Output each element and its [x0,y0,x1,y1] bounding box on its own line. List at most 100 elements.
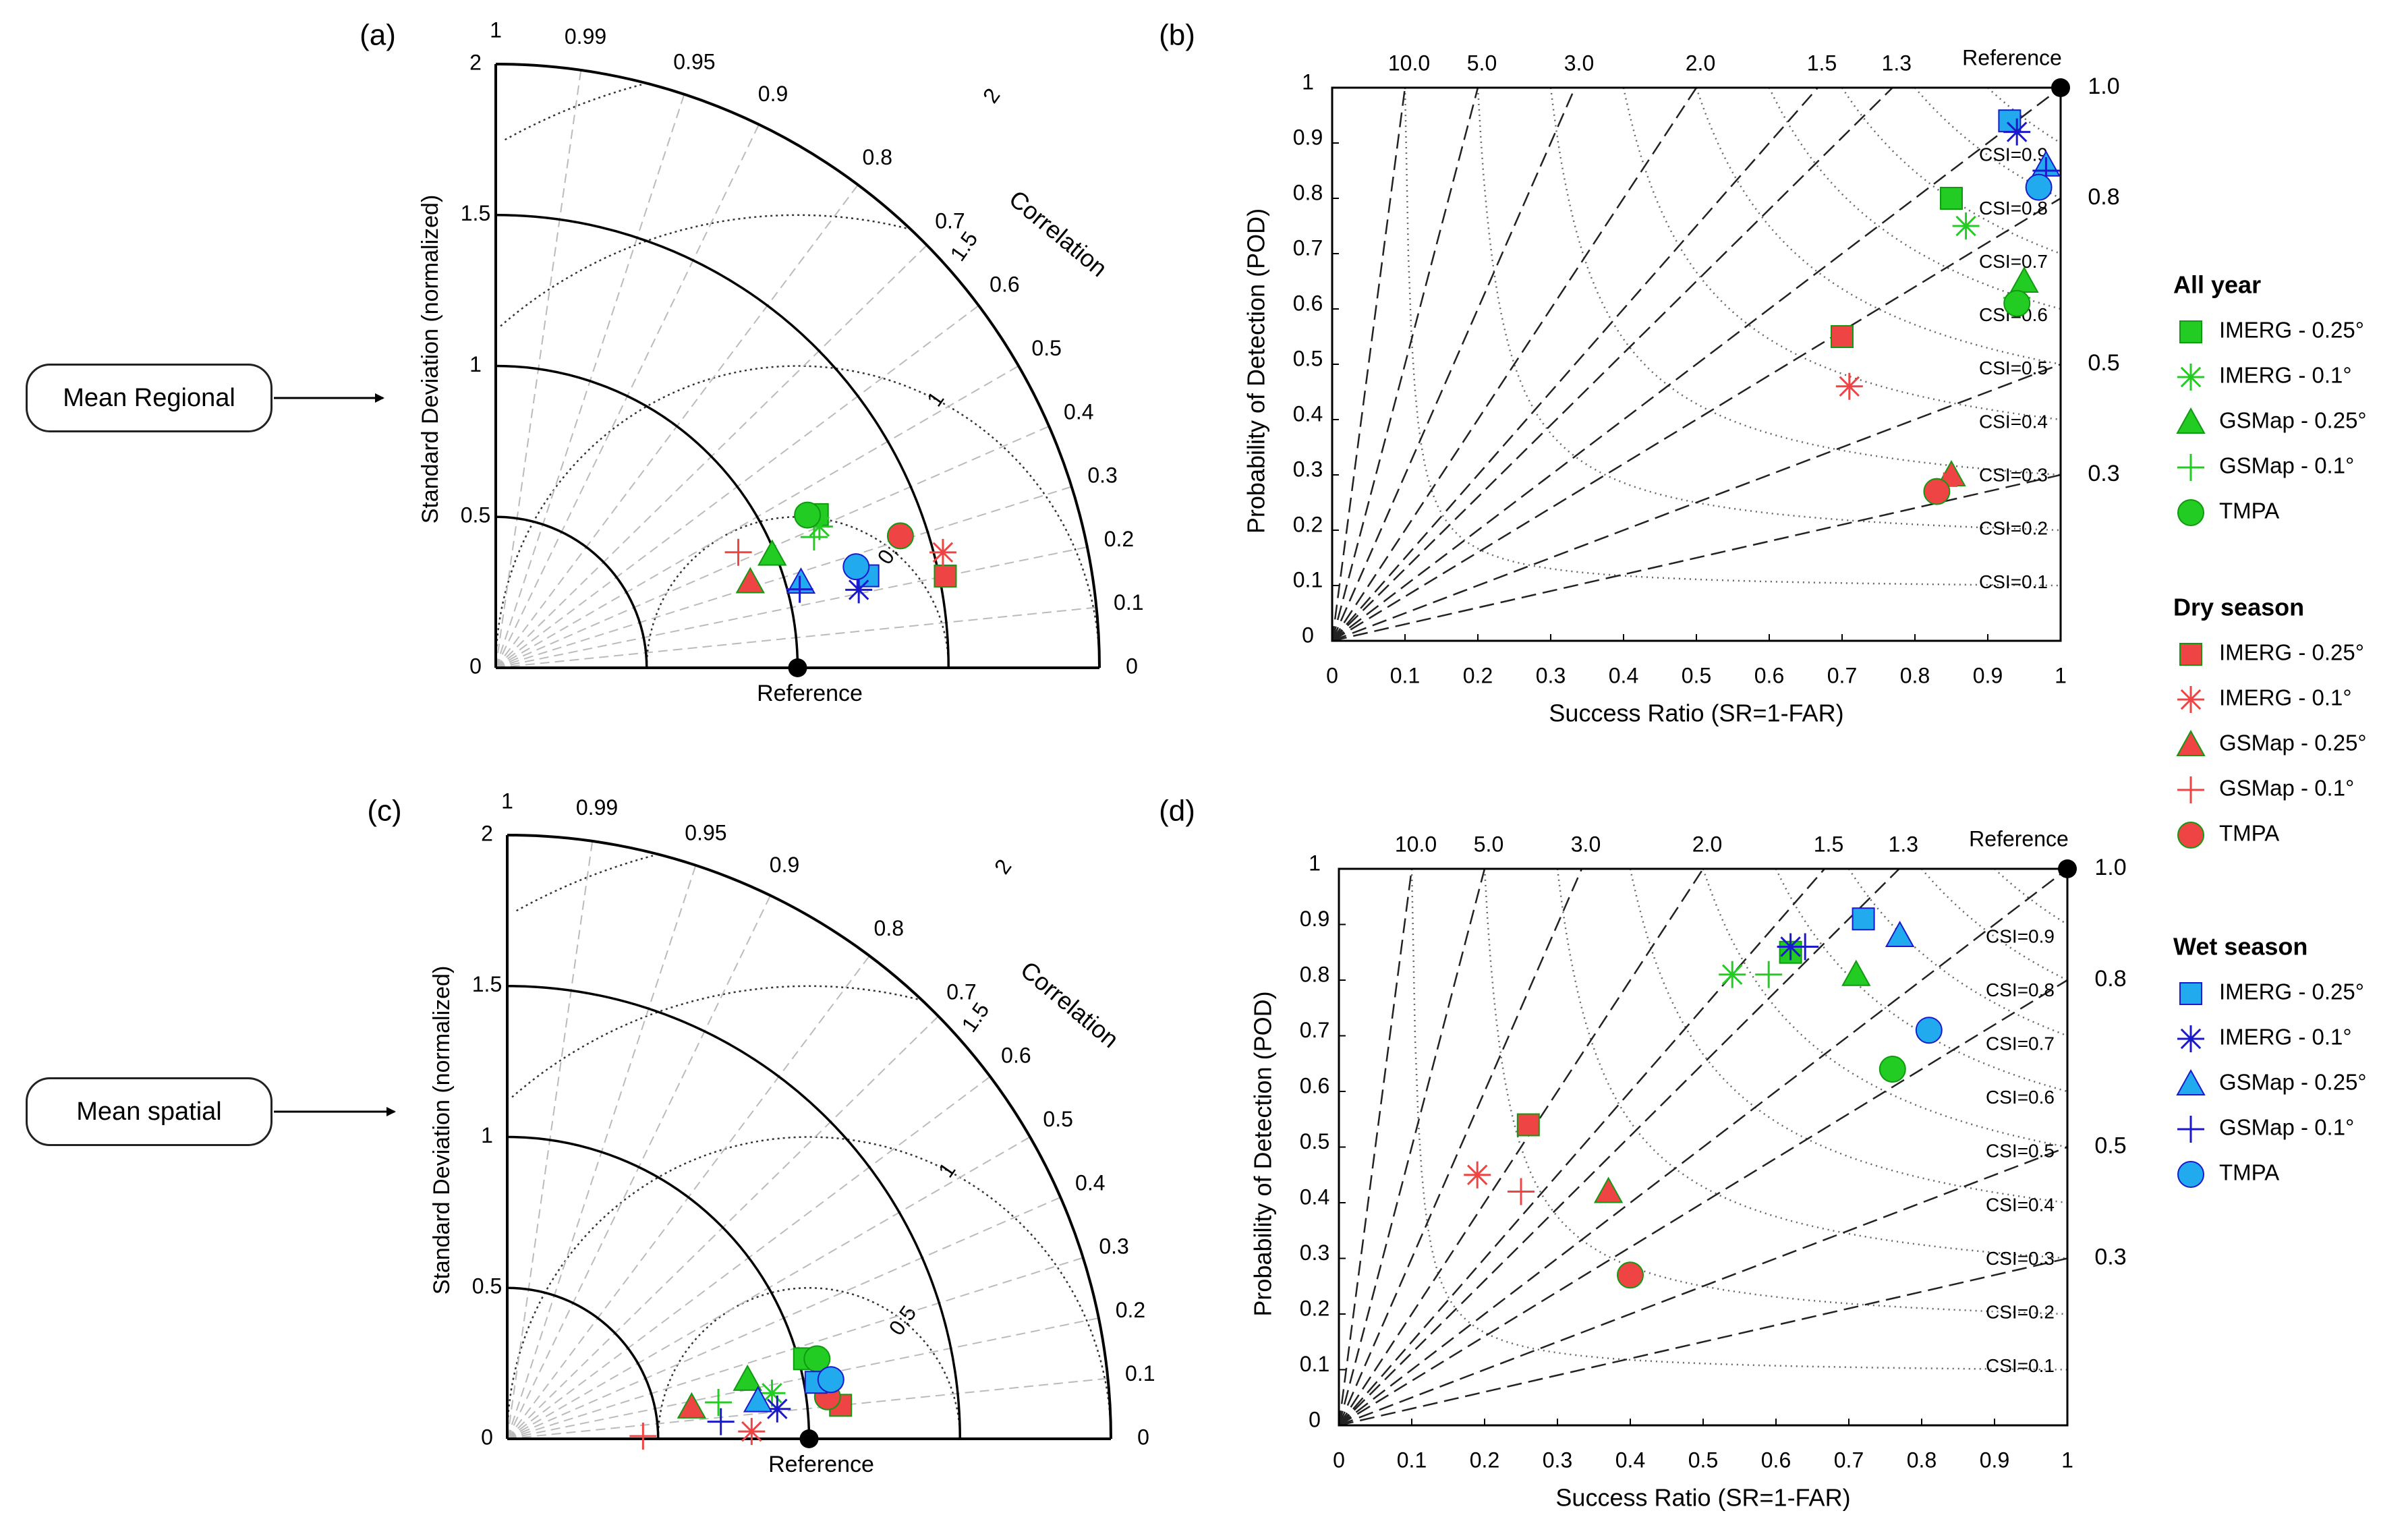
panel-a-outer-arc [495,63,1101,668]
panel-d-dry-season-plus-point [1508,1178,1535,1205]
panel-a-rms-label: 2 [978,84,1005,107]
panel-d-x-tick: 0.4 [1615,1448,1645,1472]
panel-a-all-year-asterisk-point [805,513,833,540]
panel-a-corr-tick: 0.95 [673,50,715,74]
panel-d-y-tick: 0.5 [1300,1129,1329,1153]
panel-b-bias-label: 10.0 [1388,51,1430,75]
panel-a-label: (a) [360,19,396,52]
legend-dry-season-square-icon [2179,643,2202,666]
panel-a-corr-tick: 0.6 [990,273,1019,297]
panel-b-bias-line [1331,87,1698,641]
panel-d-csi-label: CSI=0.5 [1986,1141,2055,1162]
legend-dry-season-label: IMERG - 0.25° [2219,640,2364,665]
panel-a-all-year-circle-point [794,501,822,529]
legend-dry-season-label: IMERG - 0.1° [2219,685,2352,710]
legend-wet-season-circle-icon [2177,1161,2204,1188]
panel-c-rms-arc [657,1287,961,1439]
panel-d-bias-line [1338,868,1704,1426]
legend-wet-season-label: IMERG - 0.1° [2219,1025,2352,1050]
panel-d-csi-label: CSI=0.1 [1986,1355,2055,1376]
legend-dry-season-label: GSMap - 0.1° [2219,776,2354,801]
panel-d-y-tick: 0.2 [1300,1296,1329,1320]
panel-b-x-tick: 0.5 [1682,663,1711,687]
panel-d-x-tick: 0.8 [1907,1448,1937,1472]
panel-c-wet-season-plus-point [707,1408,735,1435]
row-label-mean-spatial-text: Mean spatial [76,1097,222,1126]
panel-d-y-tick: 0.4 [1300,1185,1329,1209]
panel-a-reference-label: Reference [757,681,863,706]
panel-a-dry-season-asterisk-point [929,538,956,566]
panel-c-dry-season-asterisk-point [738,1418,766,1446]
panel-d-all-year-plus-point [1755,961,1783,988]
panel-c-all-year-triangle-point [733,1364,762,1391]
panel-d-bias-line [1338,868,1583,1426]
panel-c-std-tick: 2 [481,821,493,845]
panel-b-ylabel: Probability of Detection (POD) [1242,208,1270,534]
panel-a-angle-label: Correlation [1004,185,1112,283]
panel-a-std-arc [495,214,950,668]
panel-d-csi-label: CSI=0.4 [1986,1194,2055,1215]
panel-a-std-tick: 2 [469,50,482,74]
panel-b-dry-season-asterisk-point [1835,372,1863,400]
panel-d-dry-season-square-point [1516,1113,1540,1137]
panel-c-std-arc [507,1286,660,1439]
legend-dry-season-label: TMPA [2219,821,2279,846]
panel-d-wet-season-asterisk-point [1777,933,1804,961]
panel-c-corr-tick: 0.1 [1125,1361,1155,1386]
performance-diagram-d: (d) 0 0.1 0.2 0.3 0.4 0.5 0.6 0.7 0.8 0.9 1 0 0.1 0.2 0… [1159,795,2127,1512]
legend-wet-season-asterisk-icon [2177,1025,2204,1052]
panel-b-x-tick: 0.8 [1900,663,1930,687]
panel-a-corr-tick: 0.8 [863,145,892,169]
panel-a-wet-season-circle-point [842,553,870,581]
panel-d-csi-label: CSI=0.8 [1986,979,2055,1000]
legend-all-year-square-icon [2179,320,2202,343]
panel-a-dry-season-triangle-point [735,567,766,594]
panel-d-label: (d) [1159,795,1195,828]
panel-b-x-tick: 1 [2055,663,2067,687]
legend-title-dry-season: Dry season [2173,594,2304,621]
panel-d-x-tick: 0.7 [1834,1448,1864,1472]
panel-d-right-bias-label: 1.0 [2094,855,2126,880]
legend-dry-season-circle-icon [2177,822,2204,849]
panel-b-bias-line [1331,197,2061,642]
panel-a-rms-arc [500,214,908,327]
panel-c-wet-season-triangle-point [743,1386,773,1413]
panel-d-wet-season-plus-point [1791,933,1819,961]
panel-b-y-tick: 0 [1302,623,1314,647]
panel-b-dry-season-circle-point [1923,478,1951,505]
panel-d-dry-season-circle-point [1617,1261,1644,1289]
panel-d-dry-season-triangle-point [1593,1176,1624,1203]
panel-d-bias-label: 1.3 [1889,832,1918,856]
panel-b-csi-curve [1404,88,2061,587]
panel-b-wet-season-circle-point [2025,173,2053,201]
panel-b-csi-label: CSI=0.9 [1979,144,2048,165]
panel-d-wet-season-square-point [1852,907,1875,931]
panel-a-corr-tick: 0.4 [1064,399,1093,424]
legend-wet-season-label: GSMap - 0.25° [2219,1070,2367,1095]
legend-all-year-triangle-icon [2176,407,2206,434]
legend-dry-season-label: GSMap - 0.25° [2219,731,2367,755]
panel-c-wet-season-asterisk-point [764,1395,791,1423]
panel-c-wet-season-circle-point [817,1366,844,1394]
taylor-diagram-c: (c) 0.5 1 1.5 2 0 0.1 0.2 0.3 0.4 0.5 0.6 0.7 0.8 0.9 0… [367,789,1155,1477]
panel-b-csi-label: CSI=0.3 [1979,465,2048,486]
panel-b-x-tick: 0.9 [1973,663,2003,687]
panel-d-x-tick: 0.9 [1980,1448,2009,1472]
panel-b-y-tick: 0.8 [1293,180,1323,204]
panel-d-csi-curve [1994,868,2068,925]
panel-b-right-bias-label: 0.3 [2088,461,2119,486]
panel-b-x-tick: 0.3 [1536,663,1566,687]
panel-d-bias-line [1338,868,1486,1426]
legend-all-year-plus-icon [2177,454,2204,481]
panel-b-csi-label: CSI=0.8 [1979,198,2048,219]
panel-d-y-tick: 0 [1309,1407,1321,1431]
panel-c-rms-arc [516,855,654,912]
panel-c-corr-tick: 0.6 [1001,1044,1031,1068]
panel-d-bias-line [1338,1146,2068,1427]
panel-d-bias-label: 2.0 [1692,832,1722,856]
panel-d-csi-curve [1629,868,2068,1204]
legend-all-year-asterisk-icon [2177,364,2204,391]
panel-b-right-bias-label: 0.5 [2088,350,2119,376]
panel-b-xlabel: Success Ratio (SR=1-FAR) [1549,700,1843,727]
